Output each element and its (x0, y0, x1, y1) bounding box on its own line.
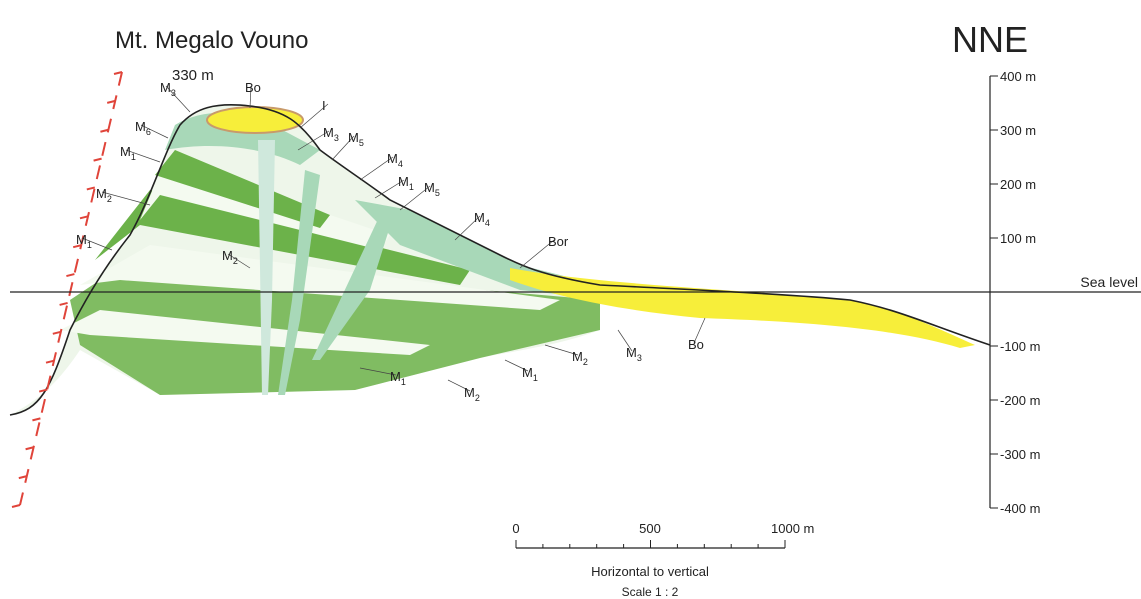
fault-tick (66, 274, 74, 276)
vertical-scale-label: 100 m (1000, 231, 1036, 246)
unit-label: M4 (474, 210, 490, 228)
vertical-scale-label: -100 m (1000, 339, 1040, 354)
unit-subscript: 3 (171, 88, 176, 98)
vertical-scale-label: 200 m (1000, 177, 1036, 192)
vertical-scale-label: -400 m (1000, 501, 1040, 516)
unit-label: M1 (522, 365, 538, 383)
unit-label: Bo (245, 80, 261, 95)
unit-label: M5 (348, 130, 364, 148)
summit-elevation: 330 m (172, 67, 214, 84)
unit-label: M6 (135, 119, 151, 137)
unit-subscript: 2 (233, 256, 238, 266)
unit-subscript: 2 (475, 393, 480, 403)
vertical-scale-label: 300 m (1000, 123, 1036, 138)
unit-symbol: Bo (688, 337, 704, 352)
unit-symbol: M (120, 144, 131, 159)
unit-symbol: M (222, 248, 233, 263)
scale-ratio: Scale 1 : 2 (622, 585, 679, 599)
unit-subscript: 1 (409, 182, 414, 192)
unit-label: M2 (464, 385, 480, 403)
unit-symbol: M (160, 80, 171, 95)
unit-symbol: M (76, 232, 87, 247)
unit-symbol: M (323, 125, 334, 140)
fault-tick (39, 390, 47, 392)
unit-symbol: I (322, 98, 326, 113)
unit-subscript: 1 (131, 152, 136, 162)
unit-symbol: Bor (548, 234, 569, 249)
unit-subscript: 4 (398, 159, 403, 169)
unit-symbol: M (398, 174, 409, 189)
fault-tick (32, 418, 40, 420)
unit-label: M2 (96, 186, 112, 204)
unit-symbol: M (474, 210, 485, 225)
title: Mt. Megalo Vouno (115, 27, 308, 54)
vertical-scale-label: -300 m (1000, 447, 1040, 462)
direction: NNE (952, 19, 1028, 60)
fault-tick (94, 159, 102, 161)
unit-label: M1 (398, 174, 414, 192)
unit-subscript: 5 (359, 138, 364, 148)
horizontal-scale-label: 500 (639, 521, 661, 536)
unit-symbol: M (572, 349, 583, 364)
unit-subscript: 3 (637, 353, 642, 363)
unit-label: I (322, 98, 326, 113)
unit-label: M3 (323, 125, 339, 143)
unit-symbol: M (626, 345, 637, 360)
unit-subscript: 1 (401, 377, 406, 387)
unit-symbol: M (387, 151, 398, 166)
unit-label: Bo (688, 337, 704, 352)
unit-subscript: 1 (87, 240, 92, 250)
unit-label: M3 (626, 345, 642, 363)
horizontal-scale-label: 1000 m (771, 521, 814, 536)
unit-label: M2 (572, 349, 588, 367)
fault-tick (12, 505, 20, 507)
unit-subscript: 1 (533, 373, 538, 383)
unit-subscript: 6 (146, 127, 151, 137)
unit-label: M1 (76, 232, 92, 250)
unit-subscript: 3 (334, 133, 339, 143)
unit-subscript: 2 (583, 357, 588, 367)
unit-symbol: M (348, 130, 359, 145)
horizontal-scale-label: 0 (512, 521, 519, 536)
unit-label: M1 (120, 144, 136, 162)
unit-symbol: M (135, 119, 146, 134)
sea-level-label: Sea level (1080, 274, 1138, 290)
unit-label: M5 (424, 180, 440, 198)
vertical-scale-label: -200 m (1000, 393, 1040, 408)
unit-subscript: 5 (435, 188, 440, 198)
vertical-scale-label: 400 m (1000, 69, 1036, 84)
cross-section: Mt. Megalo Vouno 330 m NNE Sea level Hor… (0, 0, 1141, 599)
unit-subscript: 4 (485, 218, 490, 228)
unit-symbol: M (390, 369, 401, 384)
scale-caption: Horizontal to vertical (591, 564, 709, 579)
unit-symbol: M (522, 365, 533, 380)
unit-symbol: M (424, 180, 435, 195)
unit-subscript: 2 (107, 194, 112, 204)
unit-label: Bor (548, 234, 569, 249)
geology (10, 72, 990, 505)
fault-tick (60, 303, 68, 305)
unit-label: M4 (387, 151, 403, 169)
unit-symbol: M (464, 385, 475, 400)
unit-symbol: Bo (245, 80, 261, 95)
unit-symbol: M (96, 186, 107, 201)
